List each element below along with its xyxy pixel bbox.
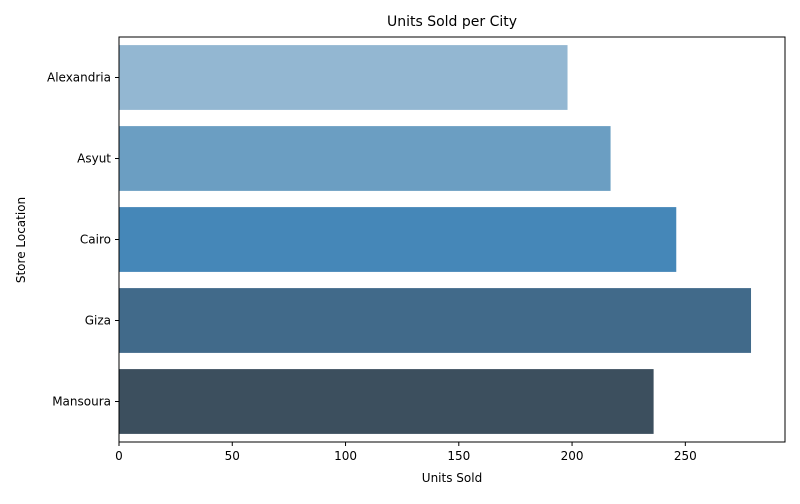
- x-tick-label: 0: [115, 449, 123, 463]
- y-axis: Alexandria Asyut Cairo Giza Mansoura: [47, 71, 119, 409]
- y-tick-label: Cairo: [80, 233, 111, 247]
- chart-title: Units Sold per City: [387, 14, 517, 30]
- y-axis-label: Store Location: [14, 197, 28, 283]
- bars-layer: [119, 45, 752, 434]
- y-tick-label: Giza: [85, 314, 111, 328]
- x-tick-label: 250: [674, 449, 697, 463]
- y-tick-label: Asyut: [77, 152, 111, 166]
- y-tick-label: Mansoura: [52, 395, 111, 409]
- x-tick-label: 200: [561, 449, 584, 463]
- bar-cairo: [119, 207, 677, 272]
- bar-giza: [119, 288, 752, 353]
- plot-area-frame: [118, 36, 786, 443]
- bar-alexandria: [119, 45, 568, 110]
- bar-mansoura: [119, 369, 654, 434]
- x-tick-label: 100: [334, 449, 357, 463]
- x-tick-label: 50: [225, 449, 240, 463]
- x-axis-label: Units Sold: [422, 471, 482, 485]
- x-axis: 0 50 100 150 200 250: [115, 442, 697, 463]
- x-tick-label: 150: [447, 449, 470, 463]
- bar-asyut: [119, 126, 611, 191]
- y-tick-label: Alexandria: [47, 71, 111, 85]
